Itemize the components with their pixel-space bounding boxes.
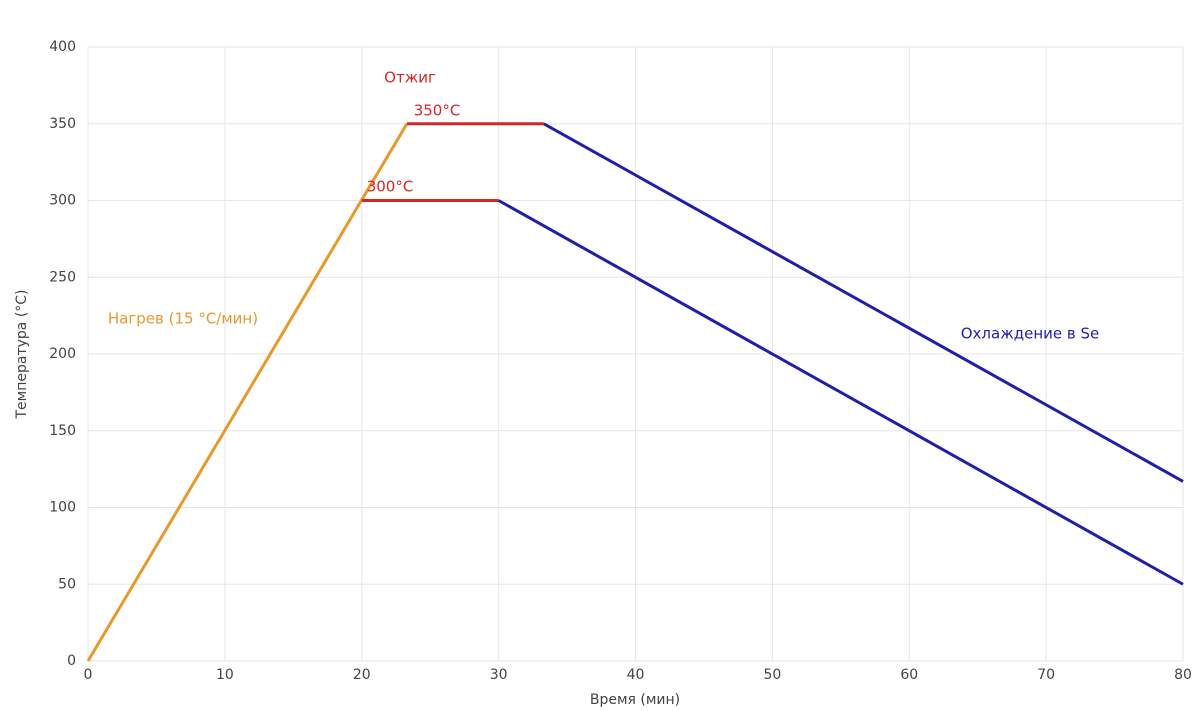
annotation: Охлаждение в Se [961, 325, 1100, 343]
x-tick-label: 50 [763, 667, 781, 683]
y-tick-label: 0 [67, 653, 76, 669]
x-tick-label: 80 [1174, 667, 1192, 683]
y-axis-label: Температура (°C) [14, 289, 30, 419]
series-line [86, 122, 409, 662]
y-tick-label: 150 [49, 423, 76, 439]
y-tick-label: 50 [58, 576, 76, 592]
x-tick-label: 60 [900, 667, 918, 683]
y-tick-label: 350 [49, 116, 76, 132]
y-tick-label: 100 [49, 500, 76, 516]
series-line [543, 122, 1184, 483]
annotation: Нагрев (15 °C/мин) [108, 310, 258, 328]
y-tick-label: 200 [49, 346, 76, 362]
x-tick-label: 70 [1037, 667, 1055, 683]
x-tick-label: 40 [627, 667, 645, 683]
x-axis-label: Время (мин) [590, 692, 680, 708]
annotation: 350°C [414, 102, 461, 120]
y-tick-label: 400 [49, 39, 76, 55]
series-line [497, 199, 1184, 586]
x-tick-label: 20 [353, 667, 371, 683]
annotation: 300°C [367, 178, 414, 196]
x-tick-label: 10 [216, 667, 234, 683]
y-tick-label: 250 [49, 269, 76, 285]
x-tick-label: 30 [490, 667, 508, 683]
annotation: Отжиг [384, 69, 436, 87]
y-tick-label: 300 [49, 193, 76, 209]
x-tick-label: 0 [84, 667, 93, 683]
